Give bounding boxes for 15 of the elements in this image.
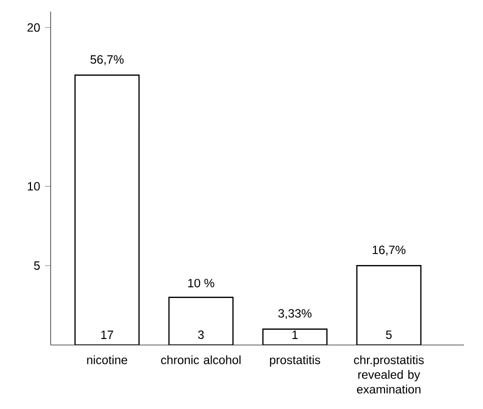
data-label: 1 bbox=[292, 330, 298, 339]
y-tick-label: 20 bbox=[28, 23, 40, 32]
data-label: 5 bbox=[386, 330, 392, 339]
annotation: 3,33% bbox=[278, 309, 312, 320]
x-tick-label: nicotine bbox=[87, 355, 128, 364]
x-tick-label: chronic alcohol bbox=[161, 355, 240, 364]
y-tick-label: 5 bbox=[34, 261, 40, 270]
x-tick-label: chr.prostatitis revealed by examination bbox=[354, 355, 424, 394]
annotation: 16,7% bbox=[372, 246, 406, 256]
x-tick-label: prostatitis bbox=[270, 355, 320, 367]
y-tick-label: 10 bbox=[28, 182, 40, 191]
data-label: 3 bbox=[198, 330, 204, 339]
annotation: 56,7% bbox=[90, 55, 124, 66]
data-label: 17 bbox=[101, 330, 114, 339]
annotation: 10 % bbox=[188, 278, 214, 288]
